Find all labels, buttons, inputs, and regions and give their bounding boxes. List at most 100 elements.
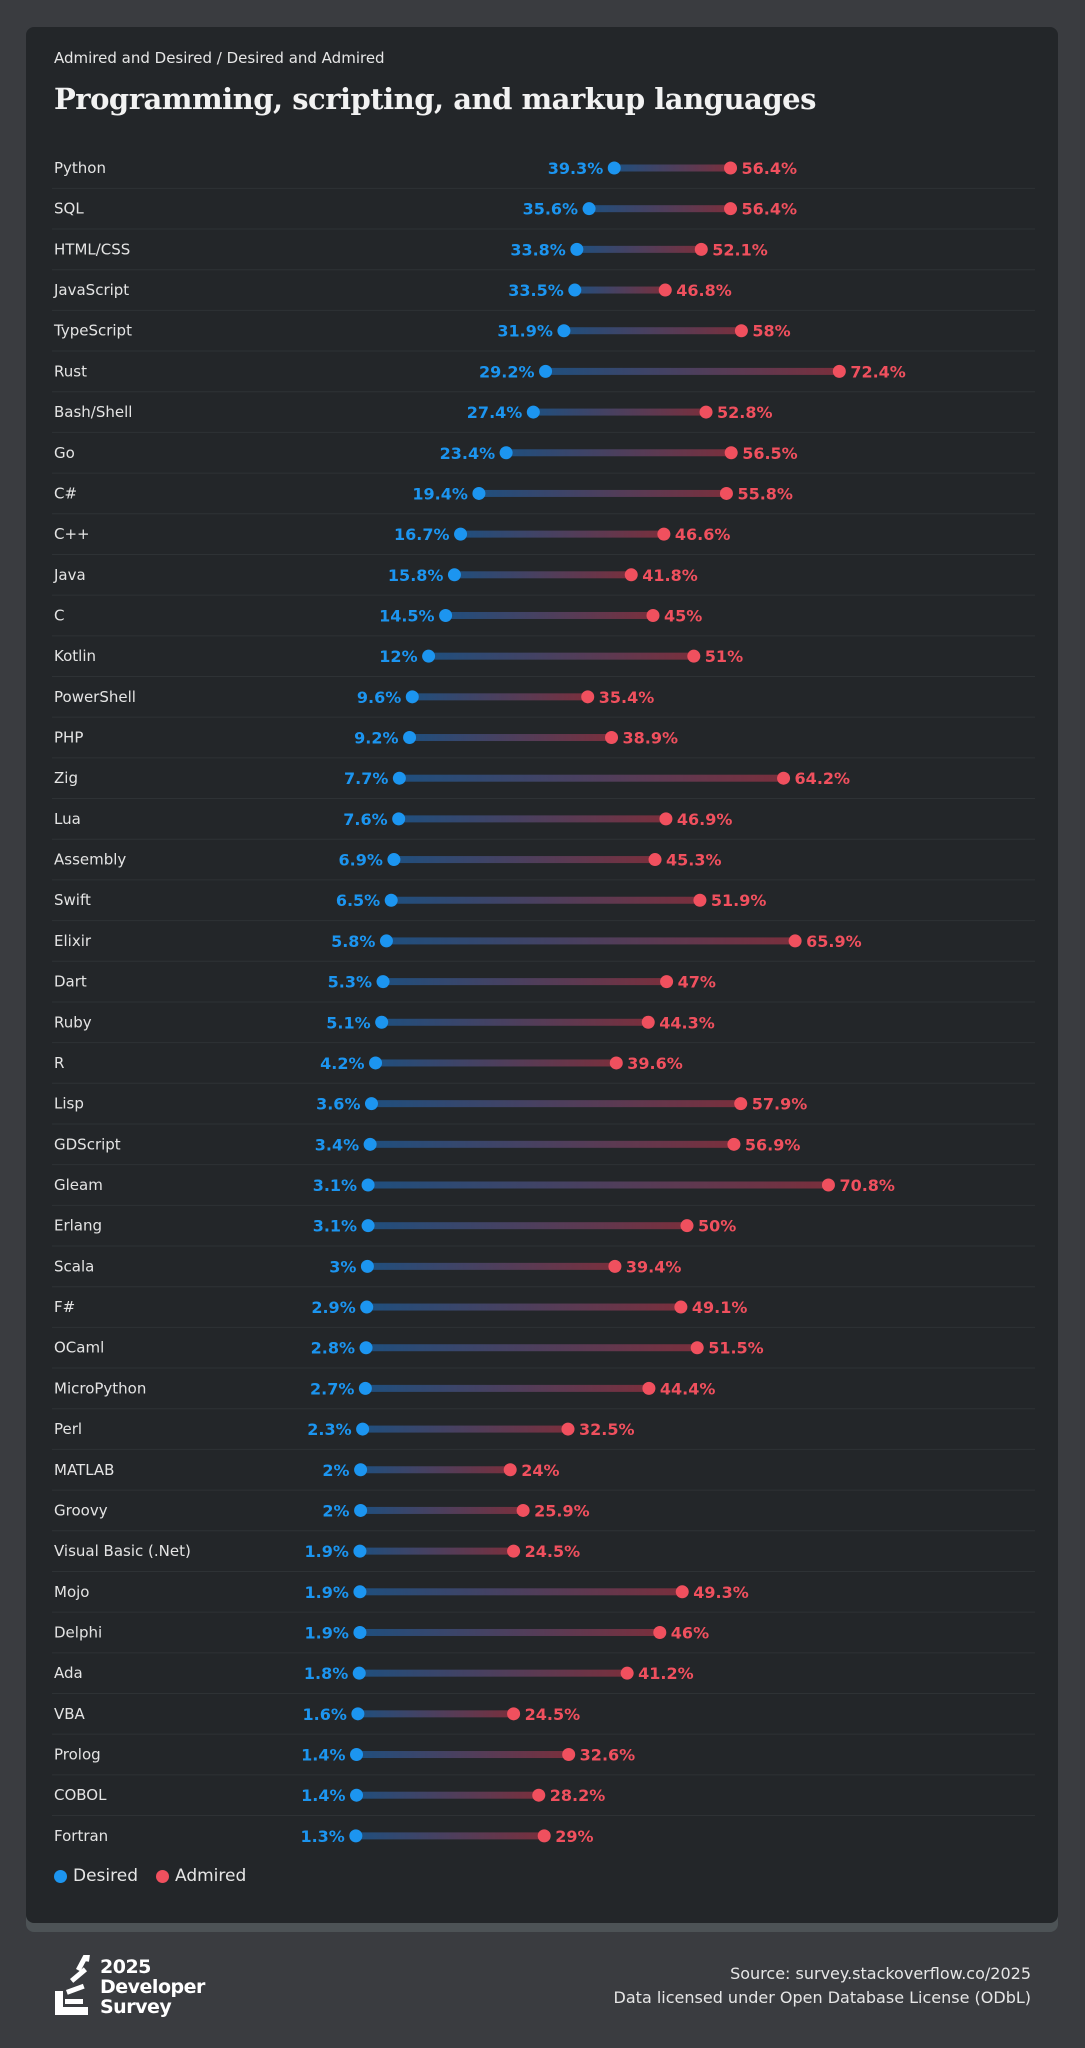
row-label: VBA: [54, 1705, 86, 1723]
desired-point: [499, 446, 513, 460]
admired-value-label: 41.2%: [638, 1664, 694, 1683]
row-label: Fortran: [54, 1827, 108, 1845]
admired-point: [660, 975, 674, 989]
desired-dot-icon: [54, 1869, 67, 1883]
admired-point: [537, 1829, 551, 1843]
admired-point: [777, 771, 791, 785]
desired-point: [384, 893, 398, 907]
desired-value-label: 2.9%: [311, 1298, 355, 1317]
legend-item-admired: Admired: [156, 1866, 246, 1886]
desired-value-label: 1.9%: [305, 1542, 349, 1561]
admired-value-label: 51.5%: [708, 1339, 764, 1358]
admired-point: [734, 324, 748, 338]
admired-value-label: 57.9%: [752, 1095, 808, 1114]
desired-point: [359, 1341, 373, 1355]
desired-value-label: 3.4%: [315, 1135, 359, 1154]
chart-card: [26, 27, 1058, 1923]
row-label: Java: [53, 566, 86, 584]
desired-value-label: 9.6%: [357, 688, 401, 707]
row-label: COBOL: [54, 1786, 107, 1804]
admired-point: [503, 1463, 517, 1477]
desired-value-label: 2.3%: [307, 1420, 351, 1439]
admired-point: [699, 405, 713, 419]
row-label: Delphi: [54, 1623, 102, 1641]
row-label: Gleam: [54, 1176, 103, 1194]
range-line: [445, 611, 653, 619]
desired-value-label: 6.9%: [339, 851, 383, 870]
desired-value-label: 33.5%: [508, 281, 564, 300]
desired-value-label: 1.9%: [305, 1583, 349, 1602]
desired-value-label: 3.6%: [316, 1095, 360, 1114]
range-line: [454, 571, 632, 579]
range-line: [368, 1181, 829, 1189]
desired-point: [361, 1178, 375, 1192]
row-label: Dart: [54, 973, 87, 991]
admired-value-label: 32.6%: [580, 1746, 636, 1765]
range-line: [366, 1344, 698, 1352]
range-line: [393, 856, 656, 864]
admired-point: [658, 283, 672, 297]
admired-value-label: 38.9%: [623, 729, 679, 748]
range-line: [359, 1669, 628, 1677]
admired-point: [641, 1015, 655, 1029]
admired-value-label: 47%: [678, 973, 716, 992]
range-line: [574, 286, 666, 294]
admired-point: [642, 1381, 656, 1395]
desired-point: [607, 161, 621, 175]
desired-value-label: 2.7%: [310, 1379, 354, 1398]
admired-value-label: 39.6%: [627, 1054, 683, 1073]
desired-point: [353, 1625, 367, 1639]
row-label: MicroPython: [54, 1379, 146, 1397]
desired-point: [352, 1666, 366, 1680]
admired-point: [788, 934, 802, 948]
admired-value-label: 55.8%: [737, 484, 793, 503]
admired-point: [690, 1341, 704, 1355]
desired-value-label: 15.8%: [388, 566, 444, 585]
desired-point: [363, 1137, 377, 1151]
admired-point: [532, 1788, 546, 1802]
admired-value-label: 50%: [698, 1217, 736, 1236]
row-label: PowerShell: [54, 688, 136, 706]
range-line: [563, 327, 742, 335]
stack-logo-icon: [55, 1955, 92, 2015]
admired-point: [680, 1219, 694, 1233]
range-line: [399, 774, 784, 782]
row-label: PHP: [54, 729, 83, 747]
admired-value-label: 65.9%: [806, 932, 862, 951]
admired-point: [653, 1625, 667, 1639]
row-label: Elixir: [54, 932, 92, 950]
row-label: OCaml: [54, 1339, 104, 1357]
desired-point: [439, 608, 453, 622]
row-label: Swift: [54, 891, 91, 909]
legend-item-desired: Desired: [54, 1866, 138, 1886]
desired-value-label: 1.9%: [305, 1623, 349, 1642]
range-line: [359, 1547, 514, 1555]
range-line: [366, 1303, 681, 1311]
desired-point: [539, 364, 553, 378]
admired-value-label: 29%: [555, 1827, 593, 1846]
admired-value-label: 45%: [664, 606, 702, 625]
admired-value-label: 46%: [671, 1623, 709, 1642]
admired-point: [675, 1585, 689, 1599]
desired-value-label: 6.5%: [336, 891, 380, 910]
desired-value-label: 2.8%: [311, 1339, 355, 1358]
desired-value-label: 1.4%: [301, 1746, 345, 1765]
admired-point: [581, 690, 595, 704]
admired-point: [562, 1748, 576, 1762]
row-label: Bash/Shell: [54, 403, 132, 421]
range-line: [533, 408, 707, 416]
admired-point: [507, 1707, 521, 1721]
desired-point: [353, 1585, 367, 1599]
desired-value-label: 1.3%: [300, 1827, 344, 1846]
desired-value-label: 12%: [379, 647, 417, 666]
admired-value-label: 46.6%: [675, 525, 731, 544]
admired-value-label: 24%: [521, 1461, 559, 1480]
desired-point: [403, 731, 417, 745]
admired-point: [605, 731, 619, 745]
admired-value-label: 25.9%: [534, 1501, 590, 1520]
source-link[interactable]: Source: survey.stackoverflow.co/2025: [730, 1964, 1031, 1983]
admired-value-label: 44.4%: [660, 1379, 716, 1398]
admired-point: [724, 446, 738, 460]
desired-point: [350, 1788, 364, 1802]
admired-value-label: 58%: [752, 322, 790, 341]
